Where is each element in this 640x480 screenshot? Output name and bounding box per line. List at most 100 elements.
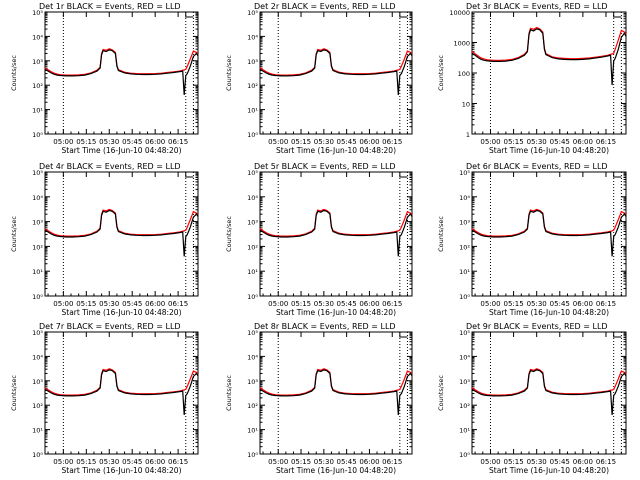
y-tick-label: 10⁴ [459, 194, 470, 202]
series-events-line [259, 209, 413, 257]
x-tick-label: 06:15 [382, 300, 402, 308]
y-tick-label: 10⁴ [32, 33, 43, 41]
y-tick-label: 10³ [32, 58, 43, 66]
x-tick-label: 06:00 [145, 458, 165, 466]
x-axis-label: Start Time (16-Jun-10 04:48:20) [276, 466, 396, 475]
x-tick-label: 06:00 [573, 138, 593, 146]
y-tick-label: 10³ [247, 58, 258, 66]
y-tick-label: 10² [32, 243, 43, 251]
x-axis-label: Start Time (16-Jun-10 04:48:20) [276, 308, 396, 317]
panel-title: Det 6r BLACK = Events, RED = LLD [466, 162, 608, 171]
x-tick-label: 05:30 [99, 138, 119, 146]
panel-det-2: Det 2r BLACK = Events, RED = LLD Counts/s… [225, 2, 413, 155]
y-tick-label: 10¹ [32, 268, 43, 276]
saa-bracket [613, 12, 622, 18]
y-tick-label: 10⁴ [247, 353, 258, 361]
y-tick-label: 10⁵ [247, 329, 258, 337]
plot-frame [259, 11, 413, 135]
x-tick-label: 05:15 [503, 138, 523, 146]
y-tick-label: 10 [462, 101, 470, 109]
y-tick-label: 10⁰ [32, 451, 43, 459]
x-tick-label: 06:15 [168, 300, 188, 308]
x-axis-label: Start Time (16-Jun-10 04:48:20) [489, 146, 609, 155]
panel-title: Det 7r BLACK = Events, RED = LLD [39, 322, 181, 331]
y-tick-label: 10⁵ [459, 329, 470, 337]
y-tick-label: 10⁵ [32, 329, 43, 337]
x-tick-label: 05:45 [337, 138, 357, 146]
plot-frame [44, 331, 199, 455]
series-events-line [44, 369, 199, 415]
x-tick-label: 05:15 [76, 138, 96, 146]
panel-det-6: Det 6r BLACK = Events, RED = LLD Counts/s… [437, 162, 627, 317]
x-tick-label: 05:15 [76, 458, 96, 466]
x-tick-label: 06:15 [596, 300, 616, 308]
y-tick-label: 10¹ [32, 107, 43, 115]
x-tick-label: 05:00 [480, 458, 500, 466]
y-tick-label: 10³ [459, 219, 470, 227]
x-tick-label: 05:15 [291, 300, 311, 308]
plot-frame [44, 171, 199, 297]
y-tick-label: 1000 [453, 40, 470, 48]
x-tick-label: 05:00 [480, 138, 500, 146]
x-tick-label: 05:30 [527, 138, 547, 146]
series-events-line [259, 369, 413, 415]
series-events-line [259, 49, 413, 95]
y-tick-label: 10³ [247, 219, 258, 227]
y-tick-label: 10⁵ [32, 9, 43, 17]
y-tick-label: 10³ [459, 378, 470, 386]
y-tick-label: 10² [247, 243, 258, 251]
panel-det-8: Det 8r BLACK = Events, RED = LLD Counts/s… [225, 322, 413, 475]
x-tick-label: 05:30 [527, 300, 547, 308]
y-tick-label: 10³ [247, 378, 258, 386]
y-tick-label: 10⁴ [247, 33, 258, 41]
y-axis-label: Counts/sec [10, 55, 18, 91]
y-tick-label: 10⁵ [247, 9, 258, 17]
plot-frame [259, 171, 413, 297]
x-tick-label: 06:15 [596, 138, 616, 146]
panel-title: Det 5r BLACK = Events, RED = LLD [254, 162, 396, 171]
x-tick-label: 05:00 [53, 458, 73, 466]
panel-title: Det 4r BLACK = Events, RED = LLD [39, 162, 181, 171]
panel-det-5: Det 5r BLACK = Events, RED = LLD Counts/s… [225, 162, 413, 317]
x-tick-label: 05:00 [53, 300, 73, 308]
y-tick-label: 10¹ [459, 268, 470, 276]
y-axis-label: Counts/sec [10, 375, 18, 411]
x-axis-label: Start Time (16-Jun-10 04:48:20) [489, 308, 609, 317]
series-events-line [471, 28, 627, 86]
x-tick-label: 05:30 [314, 138, 334, 146]
y-tick-label: 10³ [32, 378, 43, 386]
y-tick-label: 10⁵ [247, 169, 258, 177]
series-lld-line [471, 26, 627, 61]
y-tick-label: 10⁴ [459, 353, 470, 361]
x-tick-label: 05:30 [314, 300, 334, 308]
x-tick-label: 05:00 [480, 300, 500, 308]
y-tick-label: 10⁴ [32, 194, 43, 202]
x-tick-label: 06:00 [145, 300, 165, 308]
y-tick-label: 10² [247, 82, 258, 90]
series-events-line [471, 209, 627, 257]
plot-frame [471, 171, 627, 297]
y-tick-label: 10¹ [247, 268, 258, 276]
panel-title: Det 9r BLACK = Events, RED = LLD [466, 322, 608, 331]
x-tick-label: 06:00 [573, 458, 593, 466]
x-tick-label: 05:45 [122, 138, 142, 146]
x-tick-label: 05:30 [527, 458, 547, 466]
panel-title: Det 8r BLACK = Events, RED = LLD [254, 322, 396, 331]
plot-frame [259, 331, 413, 455]
y-tick-label: 10¹ [32, 427, 43, 435]
x-tick-label: 05:30 [99, 300, 119, 308]
x-tick-label: 06:15 [382, 458, 402, 466]
panel-det-4: Det 4r BLACK = Events, RED = LLD Counts/s… [10, 162, 199, 317]
x-tick-label: 05:00 [53, 138, 73, 146]
x-tick-label: 05:45 [337, 458, 357, 466]
saa-bracket [613, 332, 622, 338]
saa-bracket [613, 172, 622, 178]
y-tick-label: 10000 [449, 9, 470, 17]
y-tick-label: 10⁵ [459, 169, 470, 177]
y-tick-label: 10⁰ [32, 293, 43, 301]
y-tick-label: 10⁴ [247, 194, 258, 202]
x-tick-label: 05:45 [337, 300, 357, 308]
x-tick-label: 05:15 [503, 300, 523, 308]
saa-bracket [185, 12, 194, 18]
